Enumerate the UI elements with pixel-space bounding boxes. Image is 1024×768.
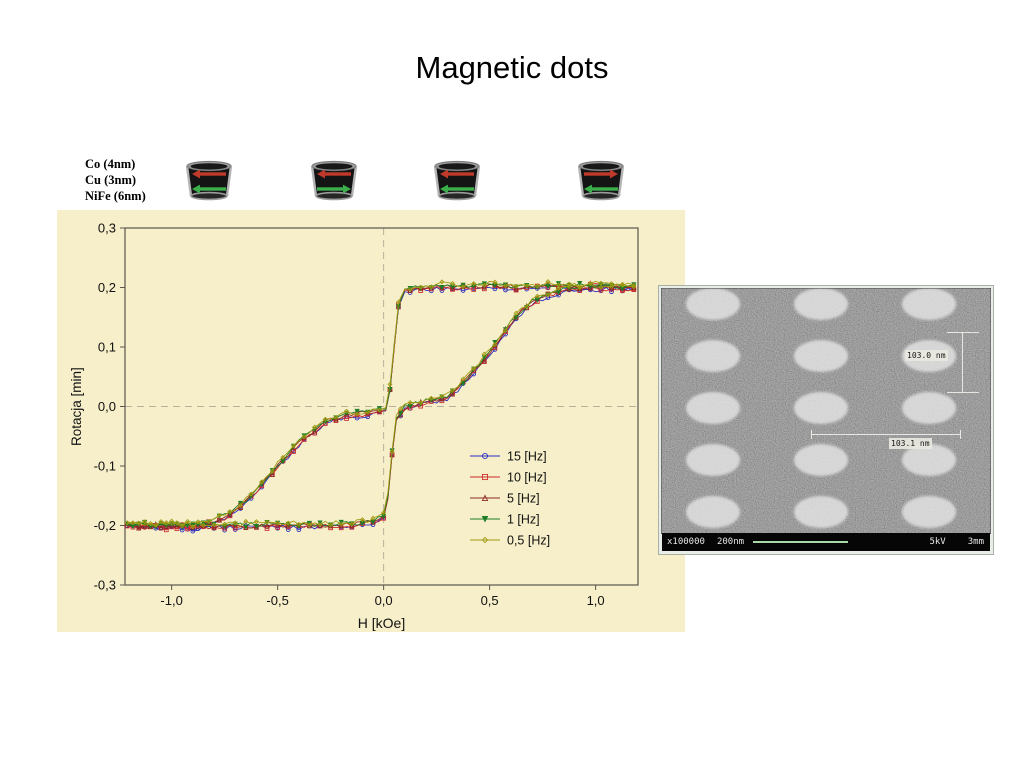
- y-tick-label: -0,1: [94, 459, 116, 474]
- hysteresis-chart: -1,0 -0,5 0,0 0,5 1,0 0,3 0,2 0,1 0,0 -0,1 -0,2 -0,…: [94, 221, 639, 608]
- series-curve: [127, 284, 634, 528]
- x-axis-label: H [kOe]: [357, 615, 406, 631]
- hysteresis-chart-panel: -1,0 -0,5 0,0 0,5 1,0 0,3 0,2 0,1 0,0 -0,1 -0,2 -0,…: [57, 210, 685, 632]
- legend-label: 5 [Hz]: [507, 492, 540, 506]
- layer-label-co: Co (4nm): [85, 157, 136, 171]
- y-tick-label: 0,2: [98, 280, 116, 295]
- x-tick-label: -1,0: [160, 593, 182, 608]
- magnetic-dot-1: [184, 158, 234, 202]
- y-axis-label: Rotacja [min]: [69, 367, 84, 446]
- sem-scale-label: 200nm: [716, 537, 745, 547]
- series-curve: [127, 280, 634, 526]
- legend-item-3: 5 [Hz]: [470, 492, 540, 506]
- measure-cap-bottom: [947, 392, 979, 393]
- legend-label: 1 [Hz]: [507, 513, 540, 527]
- legend-item-5: 0,5 [Hz]: [470, 534, 550, 548]
- y-tick-label: 0,0: [98, 399, 116, 414]
- sem-image: 103.0 nm 103.1 nm x100000 200nm 5kV 3mm: [658, 285, 994, 555]
- y-tick-label: 0,1: [98, 340, 116, 355]
- legend-item-2: 10 [Hz]: [470, 471, 547, 485]
- x-tick-label: 0,0: [375, 593, 393, 608]
- legend-label: 10 [Hz]: [507, 471, 547, 485]
- sem-voltage: 5kV: [929, 537, 946, 547]
- y-tick-label: 0,3: [98, 221, 116, 236]
- legend-item-4: 1 [Hz]: [470, 513, 540, 527]
- sem-scale-bar: [753, 541, 849, 543]
- y-tick-label: -0,2: [94, 518, 116, 533]
- measure-tick-left: [811, 430, 812, 439]
- measure-line-vertical: [962, 332, 963, 392]
- sem-measurement-2: 103.1 nm: [889, 438, 932, 449]
- legend-label: 0,5 [Hz]: [507, 534, 550, 548]
- sem-measurement-1: 103.0 nm: [905, 350, 948, 361]
- sem-magnification: x100000: [667, 537, 705, 547]
- sem-stage: 3mm: [967, 537, 984, 547]
- x-tick-label: 0,5: [481, 593, 499, 608]
- x-tick-label: 1,0: [587, 593, 605, 608]
- series-curve: [126, 282, 634, 528]
- series-curve: [127, 282, 634, 528]
- x-tick-label: -0,5: [266, 593, 288, 608]
- layer-label-nife: NiFe (6nm): [85, 189, 146, 203]
- sem-micrograph: [661, 288, 991, 534]
- measure-line-horizontal: [811, 434, 961, 435]
- legend-item-1: 15 [Hz]: [470, 450, 547, 464]
- measure-tick-right: [960, 430, 961, 439]
- layer-label-cu: Cu (3nm): [85, 173, 137, 187]
- legend-label: 15 [Hz]: [507, 450, 547, 464]
- slide-title: Magnetic dots: [415, 50, 609, 85]
- series-curve: [126, 282, 634, 528]
- y-tick-label: -0,3: [94, 578, 116, 593]
- measure-cap-top: [947, 332, 979, 333]
- layer-stack-labels: Co (4nm) Cu (3nm) NiFe (6nm): [85, 156, 146, 204]
- magnetic-dot-2: [309, 158, 359, 202]
- sem-status-bar: x100000 200nm 5kV 3mm: [662, 533, 990, 551]
- magnetic-dot-3: [432, 158, 482, 202]
- magnetic-dot-4: [576, 158, 626, 202]
